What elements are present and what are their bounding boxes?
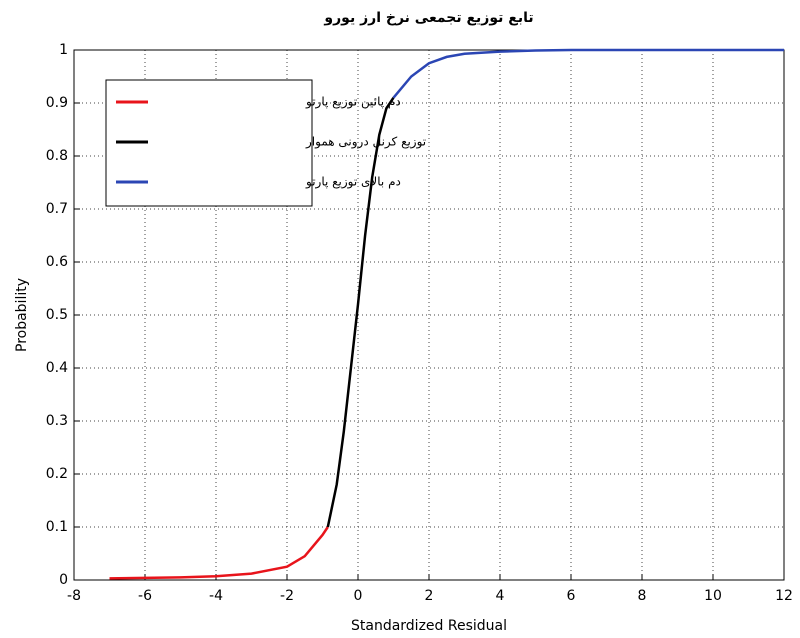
plot-frame — [73, 49, 785, 581]
y-tick-label: 0.1 — [46, 519, 68, 535]
line-series — [392, 48, 784, 99]
x-tick-label: -8 — [67, 588, 81, 604]
y-tick-label: 0.8 — [46, 148, 68, 164]
x-tick-label: 8 — [638, 588, 647, 604]
x-tick-label: -2 — [280, 588, 294, 604]
legend-label: دم بالای توزیع پارتو — [305, 175, 401, 190]
x-tick-label: 4 — [496, 588, 505, 604]
y-tick-label: 0.9 — [46, 95, 68, 111]
y-tick-label: 1 — [59, 42, 68, 58]
chart-title: تابع توزیع تجمعی نرخ ارز یورو — [323, 10, 533, 26]
y-tick-label: 0.6 — [46, 254, 68, 270]
x-tick-label: 12 — [775, 588, 793, 604]
line-series — [109, 526, 329, 580]
y-axis-label: Probability — [14, 278, 30, 352]
y-tick-label: 0.2 — [46, 466, 68, 482]
y-tick-label: 0.4 — [46, 360, 68, 376]
x-tick-label: -6 — [138, 588, 152, 604]
x-tick-label: 10 — [704, 588, 722, 604]
x-axis-label: Standardized Residual — [351, 618, 507, 634]
x-tick-label: 6 — [567, 588, 576, 604]
x-tick-label: 0 — [354, 588, 363, 604]
y-tick-label: 0.3 — [46, 413, 68, 429]
legend: دم پائین توزیع پارتو توزیع کرنل درونی همو… — [105, 79, 426, 207]
legend-label: دم پائین توزیع پارتو — [305, 95, 401, 110]
y-tick-label: 0 — [59, 572, 68, 588]
legend-label: توزیع کرنل درونی هموار — [305, 135, 426, 150]
y-tick-label: 0.7 — [46, 201, 68, 217]
x-tick-label: -4 — [209, 588, 223, 604]
y-tick-label: 0.5 — [46, 307, 68, 323]
x-tick-label: 2 — [425, 588, 434, 604]
line-series — [326, 97, 395, 528]
